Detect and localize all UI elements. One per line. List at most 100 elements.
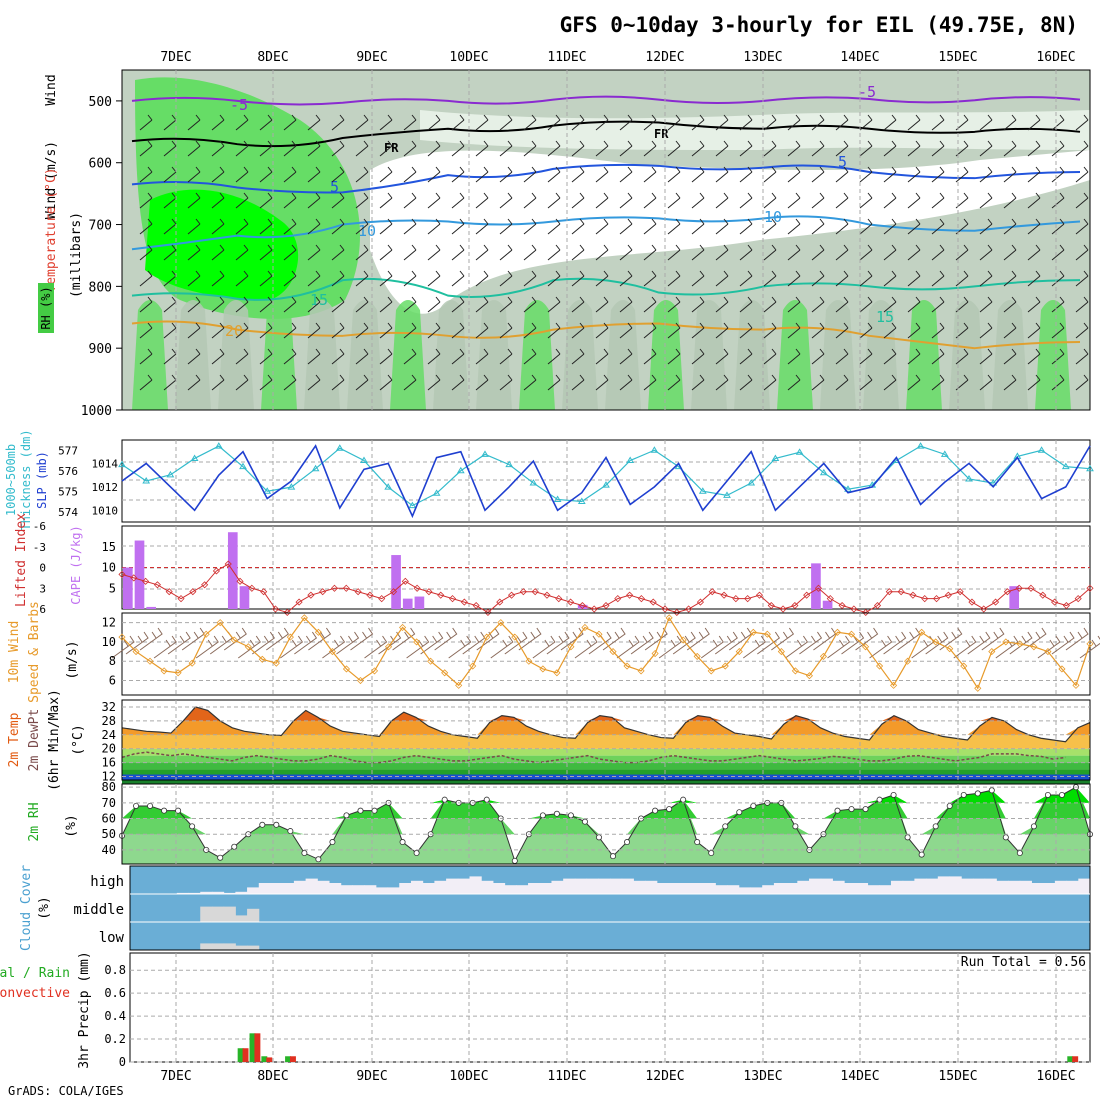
wind-point — [286, 633, 294, 641]
cloud-bar — [832, 880, 845, 894]
rh-tick-label: 70 — [102, 796, 116, 810]
wind-barb — [1075, 270, 1089, 287]
wind-barb-10m — [672, 631, 696, 655]
wind-barb — [427, 374, 441, 391]
wind-barb-10m — [322, 635, 346, 659]
cloud-bar — [785, 883, 798, 894]
precip-tick-label: 0 — [119, 1055, 126, 1069]
profile-ylabel-mb: (millibars) — [69, 212, 84, 298]
cloud-bar — [211, 906, 225, 922]
cloud-bar — [410, 880, 424, 894]
wind-barb — [331, 348, 345, 365]
wind-barb — [883, 166, 897, 183]
wind-barb — [595, 270, 609, 287]
cloud-bar — [703, 883, 716, 894]
precip-conv-bar — [254, 1033, 261, 1062]
wind-barb — [595, 218, 609, 235]
slp-ylabel: SLP (mb) — [35, 451, 49, 509]
wind-barb — [955, 348, 969, 365]
wind-point — [244, 643, 252, 651]
wind-barb — [667, 140, 681, 157]
rh-ylabel: 2m RH — [27, 802, 42, 841]
cloud-bar — [352, 885, 365, 894]
rh-lower-lobe — [1035, 300, 1071, 410]
wind-barb — [379, 140, 393, 157]
thickness-point — [360, 456, 368, 463]
wind-barb — [739, 322, 753, 339]
cloud-bar — [247, 908, 260, 922]
wind-point — [202, 630, 210, 638]
wind-barb-10m — [897, 627, 921, 651]
wind-barb — [355, 296, 369, 313]
wind-barb — [235, 296, 249, 313]
wind-barb — [835, 374, 849, 391]
wind-barb — [667, 322, 681, 339]
cloud-bar — [258, 883, 271, 894]
wind-barb-10m — [139, 627, 163, 651]
wind-barb-10m — [967, 631, 991, 655]
li-point — [838, 601, 846, 610]
rh-point — [147, 802, 154, 809]
cloud-bar — [176, 892, 190, 894]
rh-point — [988, 787, 995, 794]
wind-barb — [787, 296, 801, 313]
rh-point — [343, 812, 350, 819]
wind-barb — [643, 114, 657, 131]
wind-barb — [1003, 114, 1017, 131]
cloud-bar — [1066, 880, 1079, 894]
isotherm-label: 15 — [876, 308, 894, 326]
isotherm-label: 5 — [838, 153, 847, 171]
wind-barb — [1051, 270, 1065, 287]
rh-dry-region — [370, 150, 1090, 314]
li-point — [779, 605, 787, 613]
li-point — [732, 595, 740, 603]
wind-barb-10m — [813, 627, 837, 651]
wind-barb — [1003, 218, 1017, 235]
wind-barb — [715, 192, 729, 209]
wind-barb — [931, 244, 945, 261]
cape-tick-label: 15 — [102, 540, 116, 554]
wind-barb — [715, 270, 729, 287]
wind-barb — [1075, 166, 1089, 183]
wind-barb — [379, 218, 393, 235]
wind-barb-10m — [111, 635, 135, 659]
wind-barb — [739, 166, 753, 183]
wind-barb — [691, 140, 705, 157]
date-label-bottom: 10DEC — [449, 1069, 488, 1084]
wind-point — [272, 659, 280, 667]
wind-tick-label: 12 — [102, 616, 116, 630]
wind-barb — [571, 244, 585, 261]
wind-barb-10m — [195, 635, 219, 659]
wind-barb — [595, 296, 609, 313]
li-point — [142, 577, 150, 585]
wind-barb — [451, 166, 465, 183]
thickness-tick-label: 574 — [58, 506, 78, 519]
rh-tick-label: 80 — [102, 780, 116, 794]
cloud-bar — [984, 878, 997, 894]
precip-run-total: Run Total = 0.56 — [961, 955, 1086, 970]
wind-ylabel: 10m Wind — [7, 621, 22, 684]
li-point — [118, 570, 126, 578]
precip-tick-label: 0.6 — [104, 986, 126, 1000]
li-point — [330, 584, 339, 592]
wind-barb — [1027, 166, 1041, 183]
cloud-bar — [235, 915, 248, 922]
wind-barb — [835, 166, 849, 183]
cloud-bar — [926, 878, 939, 894]
wind-barb — [403, 348, 417, 365]
wind-barb — [643, 192, 657, 209]
wind-barb — [619, 218, 633, 235]
profile-ylabel-wind-word: Wind — [44, 74, 59, 105]
precip-total-bar — [249, 1033, 256, 1062]
wind-point — [370, 667, 379, 675]
wind-barb-10m — [181, 627, 205, 651]
wind-barb — [403, 114, 417, 131]
wind-tick-label: 6 — [109, 674, 116, 688]
wind-barb — [259, 114, 273, 131]
wind-barb — [379, 322, 393, 339]
rh-point — [567, 812, 574, 819]
wind-point — [483, 633, 491, 641]
wind-barb — [307, 114, 321, 131]
li-point — [626, 591, 634, 599]
isotherm-label: FR — [654, 127, 669, 141]
